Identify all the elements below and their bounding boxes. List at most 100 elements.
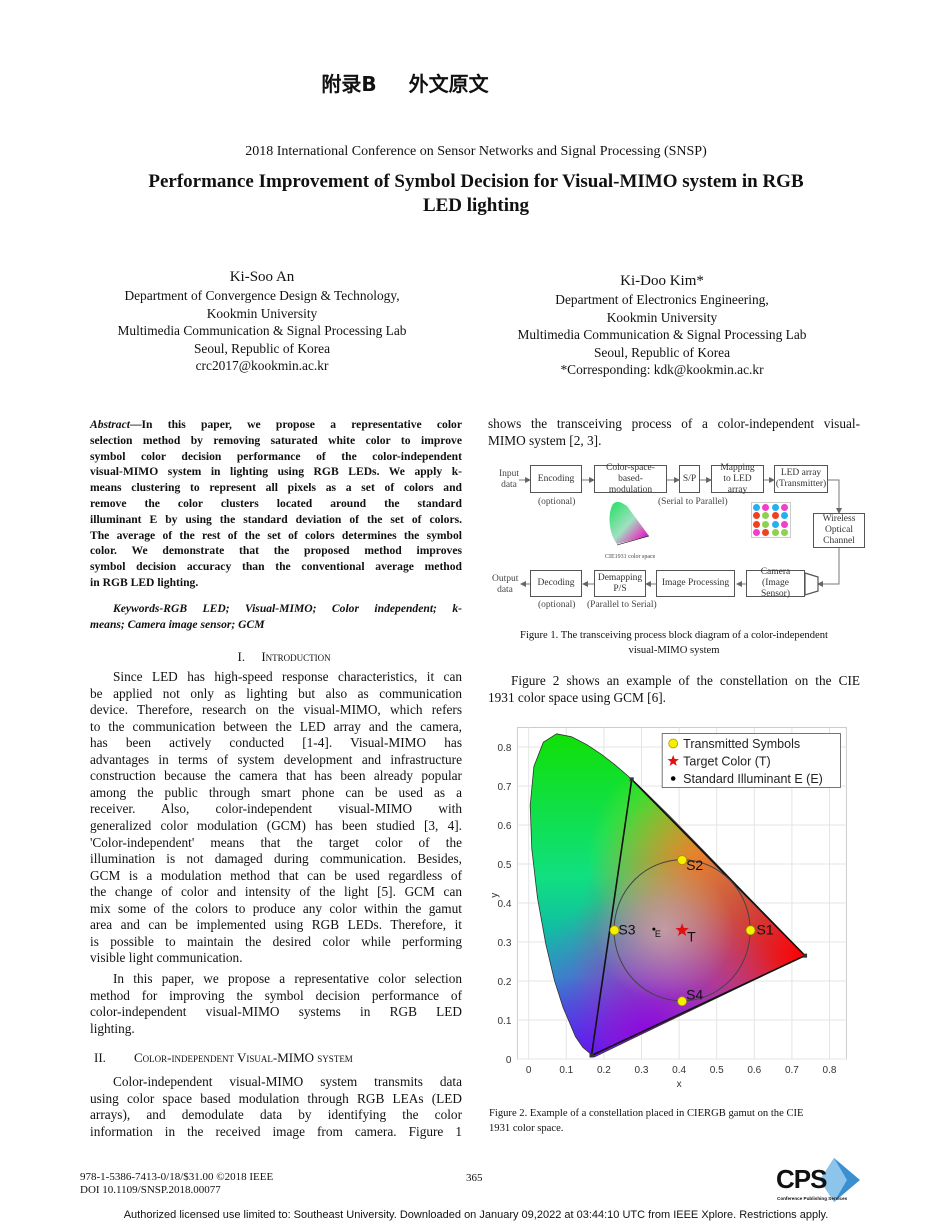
author-email[interactable]: *Corresponding: kdk@kookmin.ac.kr — [560, 362, 764, 377]
text-line: is possible to maintain the desired colo… — [90, 933, 462, 949]
serial-to-parallel-note: (Serial to Parallel) — [658, 497, 728, 507]
text-line: remove the color clusters located around… — [90, 497, 462, 510]
text-line: selection method by removing saturated w… — [90, 433, 462, 447]
text-line: to the communication between the LED arr… — [90, 718, 462, 734]
author-name: Ki-Doo Kim* — [620, 273, 704, 289]
target-color-star — [675, 923, 689, 936]
caption-line: Figure 1. The transceiving process block… — [520, 630, 828, 641]
text-line: The average of the rest of the set of co… — [90, 528, 462, 542]
text-line: symbol color decision performance of the… — [90, 449, 462, 463]
illuminant-e-label: E — [655, 929, 661, 939]
transmitted-symbol-point — [677, 996, 687, 1007]
x-tick-label: 0.5 — [710, 1065, 724, 1076]
symbol-label: S2 — [686, 857, 703, 873]
text-line: means clustering to represent all pixels… — [90, 481, 462, 495]
abstract-label: Abstract — [90, 418, 130, 431]
parallel-to-serial-note: (Parallel to Serial) — [587, 600, 657, 610]
caption-line: Figure 2. Example of a constellation pla… — [489, 1108, 804, 1119]
legend-label: Standard Illuminant E (E) — [683, 772, 823, 786]
modulation-block: Color-space-based-modulation — [594, 463, 667, 495]
text-line: among the public through smart phone can… — [90, 784, 462, 800]
section-title: Introduction — [261, 649, 331, 664]
appendix-title: 外文原文 — [408, 72, 489, 96]
text-line: arrays), and demodulate data by identify… — [90, 1107, 462, 1123]
text-line: construction because the camera that has… — [90, 768, 462, 784]
appendix-heading: 附录B 外文原文 — [0, 68, 810, 97]
text-line: Color-independent visual-MIMO system tra… — [113, 1074, 462, 1089]
legend-marker-dot — [670, 776, 676, 781]
legend-box — [661, 733, 841, 788]
gamut-triangle — [590, 777, 807, 1057]
gamut-vertex — [629, 777, 634, 782]
text-line: means; Camera image sensor; GCM — [90, 618, 265, 631]
demapping-block: Demapping P/S — [594, 570, 646, 597]
y-tick-label: 0.8 — [498, 743, 512, 754]
author-affiliation: Multimedia Communication & Signal Proces… — [517, 327, 807, 342]
encoding-optional-note: (optional) — [538, 497, 576, 507]
led-dot — [771, 512, 779, 520]
text-line: Abstract—In this paper, we propose a rep… — [90, 417, 462, 433]
doi: DOI 10.1109/SNSP.2018.00077 — [80, 1184, 221, 1196]
legend-label: Transmitted Symbols — [683, 737, 800, 751]
text-line: Since LED has high-speed response charac… — [113, 669, 462, 684]
output-data-label: Output data — [492, 574, 519, 595]
title-line: Performance Improvement of Symbol Decisi… — [148, 171, 804, 192]
text-line: MIMO system [2, 3]. — [488, 432, 602, 448]
led-dot — [762, 528, 770, 536]
section-title: Color-independent Visual-MIMO system — [134, 1050, 353, 1065]
sp-block: S/P — [679, 465, 700, 493]
figure-1-caption: Figure 1. The transceiving process block… — [488, 629, 860, 658]
symbol-label: S3 — [618, 921, 635, 937]
cie-thumbnail — [609, 501, 650, 546]
author-affiliation: Department of Electronics Engineering, — [555, 292, 769, 307]
mapping-block: Mapping to LED array — [711, 463, 764, 495]
cps-logo: CPS Conference Publishing Services — [776, 1156, 866, 1206]
cps-diamond-icon — [820, 1158, 860, 1202]
input-data-label: Input data — [498, 469, 520, 490]
text-line: illuminant E by using the standard devia… — [90, 512, 462, 526]
text-line: In this paper, we propose a representati… — [113, 971, 462, 986]
text-line: information in the received image from c… — [90, 1123, 462, 1139]
led-array-illustration — [751, 502, 791, 538]
encoding-block: Encoding — [530, 465, 582, 493]
isbn-copyright: 978-1-5386-7413-0/18/$31.00 ©2018 IEEE — [80, 1171, 274, 1183]
decoding-block: Decoding — [530, 570, 582, 597]
cps-logo-subtitle: Conference Publishing Services — [777, 1196, 848, 1201]
text-line: the change of color and intensity of the… — [90, 884, 462, 900]
led-dot — [771, 528, 779, 536]
page-number: 365 — [466, 1172, 483, 1184]
section-number: I. — [237, 649, 246, 664]
x-tick-label: 0.4 — [672, 1065, 686, 1076]
transmitted-symbol-point — [677, 855, 687, 865]
text-line: in RGB LED lighting. — [90, 576, 199, 589]
text-line: using color space based modulation throu… — [90, 1090, 462, 1106]
diagram-connectors — [519, 477, 842, 596]
led-dot — [762, 512, 770, 520]
camera-block: Camera (Image Sensor) — [746, 567, 805, 599]
section-number: II. — [94, 1050, 106, 1065]
caption-line: visual-MIMO system — [628, 644, 720, 656]
author-email[interactable]: crc2017@kookmin.ac.kr — [195, 358, 329, 373]
caption-line: 1931 color space. — [489, 1122, 564, 1134]
text-line: lighting. — [90, 1020, 135, 1036]
text-line: receiver. Also, color-independent visual… — [90, 801, 462, 817]
conference-name: 2018 International Conference on Sensor … — [245, 144, 707, 159]
y-tick-label: 0 — [506, 1055, 512, 1066]
image-processing-block: Image Processing — [656, 570, 735, 597]
figure-2-caption: Figure 2. Example of a constellation pla… — [489, 1107, 861, 1136]
led-dot — [780, 512, 788, 520]
text-line: be applied not only as lighting but also… — [90, 685, 462, 701]
led-dot — [780, 504, 788, 511]
transmitted-symbol-point — [609, 925, 620, 936]
author-affiliation: Kookmin University — [206, 305, 318, 321]
text-line: visible light communication. — [90, 950, 243, 966]
section-heading-system: II. Color-independent Visual-MIMO system — [94, 1050, 462, 1066]
led-dot — [762, 504, 770, 511]
appendix-label: 附录B — [321, 72, 377, 96]
arrow — [828, 479, 842, 514]
y-axis-label: y — [489, 893, 500, 898]
text-line: 1931 color space using GCM [6]. — [488, 689, 667, 705]
text-line: Keywords-RGB LED; Visual-MIMO; Color ind… — [113, 602, 462, 615]
symbol-label: S1 — [757, 921, 774, 937]
text-line: color. We demonstrate that the proposed … — [90, 544, 462, 558]
